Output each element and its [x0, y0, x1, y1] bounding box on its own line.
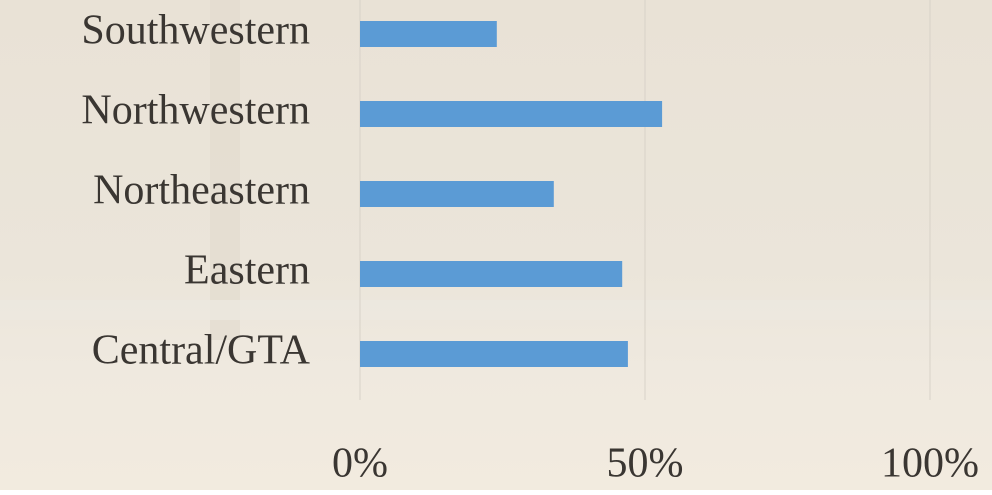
x-tick-label: 100%: [881, 441, 979, 487]
bar: [360, 21, 497, 47]
bar: [360, 261, 623, 287]
bar: [360, 101, 663, 127]
bar: [360, 341, 628, 367]
y-tick-label: Central/GTA: [92, 328, 311, 374]
background-road: [0, 300, 992, 320]
x-tick-label: 50%: [607, 441, 684, 487]
y-tick-label: Northeastern: [93, 168, 310, 214]
y-tick-label: Southwestern: [81, 8, 310, 54]
background-tree: [210, 0, 240, 340]
y-tick-label: Eastern: [184, 248, 310, 294]
y-tick-label: Northwestern: [81, 88, 310, 134]
bar: [360, 181, 554, 207]
x-tick-label: 0%: [332, 441, 388, 487]
